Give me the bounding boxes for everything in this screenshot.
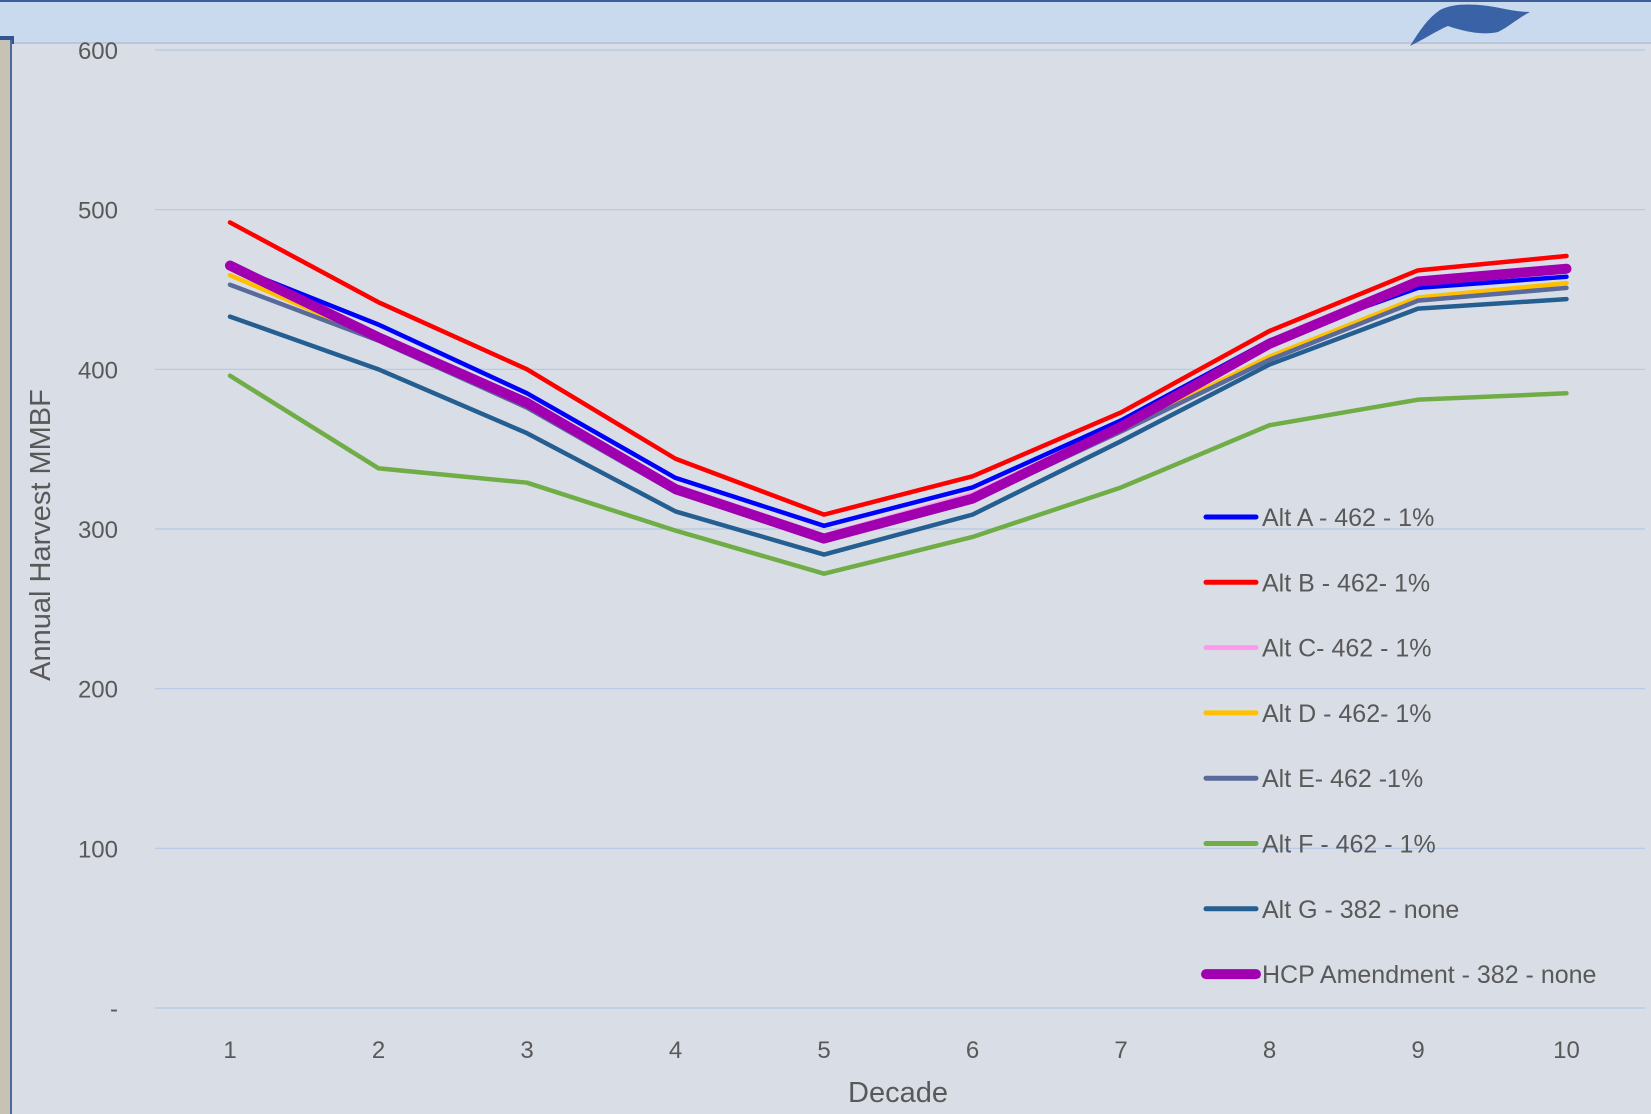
x-tick-label: 7: [1114, 1037, 1127, 1064]
x-tick-label: 4: [669, 1037, 682, 1064]
legend-label: Alt E- 462 -1%: [1262, 765, 1423, 793]
legend-label: HCP Amendment - 382 - none: [1262, 961, 1596, 989]
y-tick-label: 400: [78, 357, 118, 384]
y-tick-label: 500: [78, 198, 118, 225]
x-tick-label: 9: [1411, 1037, 1424, 1064]
legend-label: Alt D - 462- 1%: [1262, 700, 1432, 728]
header-banner: [0, 0, 1651, 44]
y-tick-label: -: [110, 996, 118, 1023]
y-tick-label: 100: [78, 836, 118, 863]
series-line: [225, 260, 1572, 544]
y-axis-label: Annual Harvest MMBF: [25, 389, 57, 681]
series-line: [227, 373, 1569, 576]
series-lines: [225, 220, 1572, 576]
x-axis-label: Decade: [848, 1077, 948, 1109]
x-axis-ticks: 1 2 3 4 5 6 7 8 9 10: [223, 1037, 1580, 1064]
series-line: [227, 282, 1569, 541]
y-tick-label: 300: [78, 517, 118, 544]
series-line: [227, 220, 1569, 517]
left-edge-bar: [0, 40, 12, 1114]
y-tick-label: 600: [78, 38, 118, 65]
x-tick-label: 2: [372, 1037, 385, 1064]
series-line: [227, 296, 1569, 557]
x-tick-label: 5: [817, 1037, 830, 1064]
legend-label: Alt F - 462 - 1%: [1262, 831, 1436, 859]
x-tick-label: 10: [1553, 1037, 1580, 1064]
legend-label: Alt G - 382 - none: [1262, 896, 1459, 924]
legend: Alt A - 462 - 1% Alt B - 462- 1% Alt C- 46…: [1201, 504, 1596, 989]
y-tick-label: 200: [78, 677, 118, 704]
legend-label: Alt A - 462 - 1%: [1262, 504, 1434, 532]
legend-label: Alt B - 462- 1%: [1262, 569, 1430, 597]
bird-logo-icon: [1410, 4, 1530, 46]
x-tick-label: 8: [1263, 1037, 1276, 1064]
y-axis-ticks: - 100 200 300 400 500 600: [78, 38, 118, 1023]
x-tick-label: 1: [223, 1037, 236, 1064]
grid-lines: [155, 49, 1645, 1009]
x-tick-label: 6: [966, 1037, 979, 1064]
legend-label: Alt C- 462 - 1%: [1262, 635, 1432, 663]
x-tick-label: 3: [520, 1037, 533, 1064]
